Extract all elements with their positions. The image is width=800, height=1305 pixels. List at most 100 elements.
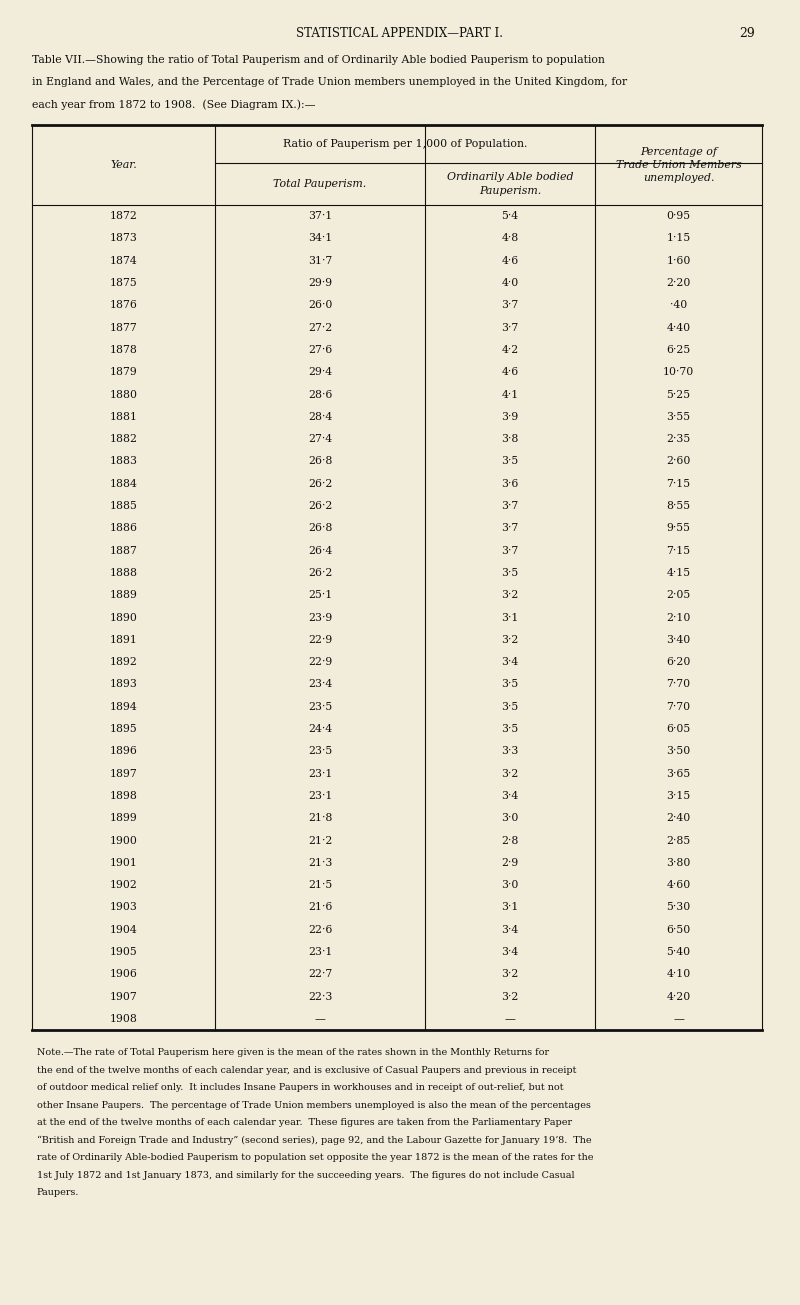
Text: 1899: 1899 <box>110 813 138 823</box>
Text: 1901: 1901 <box>110 857 138 868</box>
Text: 1873: 1873 <box>110 234 138 244</box>
Text: 29·9: 29·9 <box>308 278 332 288</box>
Text: 26·2: 26·2 <box>308 479 332 489</box>
Text: each year from 1872 to 1908.  (See Diagram IX.):—: each year from 1872 to 1908. (See Diagra… <box>32 99 315 110</box>
Text: 1889: 1889 <box>110 590 138 600</box>
Text: 3·15: 3·15 <box>666 791 690 801</box>
Text: 3·3: 3·3 <box>502 746 518 757</box>
Text: 31·7: 31·7 <box>308 256 332 266</box>
Text: 7·15: 7·15 <box>666 479 690 489</box>
Text: 1880: 1880 <box>110 390 138 399</box>
Text: 1883: 1883 <box>110 457 138 466</box>
Text: Table VII.—Showing the ratio of Total Pauperism and of Ordinarily Able bodied Pa: Table VII.—Showing the ratio of Total Pa… <box>32 55 605 65</box>
Text: 1886: 1886 <box>110 523 138 534</box>
Text: 3·50: 3·50 <box>666 746 690 757</box>
Text: 2·60: 2·60 <box>666 457 690 466</box>
Text: Total Pauperism.: Total Pauperism. <box>274 179 366 189</box>
Text: 3·7: 3·7 <box>502 523 518 534</box>
Text: rate of Ordinarily Able-bodied Pauperism to population set opposite the year 187: rate of Ordinarily Able-bodied Pauperism… <box>37 1154 594 1161</box>
Text: 22·9: 22·9 <box>308 658 332 667</box>
Text: 1893: 1893 <box>110 680 138 689</box>
Text: 22·6: 22·6 <box>308 925 332 934</box>
Text: 5·40: 5·40 <box>666 947 690 957</box>
Text: 1904: 1904 <box>110 925 138 934</box>
Text: 1908: 1908 <box>110 1014 138 1024</box>
Text: 3·9: 3·9 <box>502 412 518 422</box>
Text: Note.—The rate of Total Pauperism here given is the mean of the rates shown in t: Note.—The rate of Total Pauperism here g… <box>37 1048 549 1057</box>
Text: 23·5: 23·5 <box>308 746 332 757</box>
Text: 4·10: 4·10 <box>666 970 690 979</box>
Text: 21·5: 21·5 <box>308 880 332 890</box>
Text: 3·4: 3·4 <box>502 658 518 667</box>
Text: 1882: 1882 <box>110 435 138 444</box>
Text: 3·5: 3·5 <box>502 457 518 466</box>
Text: 26·8: 26·8 <box>308 457 332 466</box>
Text: 21·3: 21·3 <box>308 857 332 868</box>
Text: Paupers.: Paupers. <box>37 1188 79 1197</box>
Text: 1890: 1890 <box>110 612 138 622</box>
Text: 21·6: 21·6 <box>308 903 332 912</box>
Text: 1·60: 1·60 <box>666 256 690 266</box>
Text: 26·0: 26·0 <box>308 300 332 311</box>
Text: 1875: 1875 <box>110 278 138 288</box>
Text: ·40: ·40 <box>670 300 687 311</box>
Text: 29·4: 29·4 <box>308 367 332 377</box>
Text: Year.: Year. <box>110 161 137 170</box>
Text: 26·2: 26·2 <box>308 568 332 578</box>
Text: STATISTICAL APPENDIX—PART I.: STATISTICAL APPENDIX—PART I. <box>297 27 503 40</box>
Text: 1906: 1906 <box>110 970 138 979</box>
Text: 3·7: 3·7 <box>502 501 518 512</box>
Text: 3·2: 3·2 <box>502 970 518 979</box>
Text: 23·4: 23·4 <box>308 680 332 689</box>
Text: 3·5: 3·5 <box>502 680 518 689</box>
Text: 1884: 1884 <box>110 479 138 489</box>
Text: 3·2: 3·2 <box>502 992 518 1002</box>
Text: other Insane Paupers.  The percentage of Trade Union members unemployed is also : other Insane Paupers. The percentage of … <box>37 1100 591 1109</box>
Text: 21·8: 21·8 <box>308 813 332 823</box>
Text: 3·5: 3·5 <box>502 724 518 733</box>
Text: 8·55: 8·55 <box>666 501 690 512</box>
Text: 22·3: 22·3 <box>308 992 332 1002</box>
Text: 3·1: 3·1 <box>502 612 518 622</box>
Text: 24·4: 24·4 <box>308 724 332 733</box>
Text: —: — <box>673 1014 684 1024</box>
Text: 3·40: 3·40 <box>666 634 690 645</box>
Text: 4·1: 4·1 <box>502 390 518 399</box>
Text: 1898: 1898 <box>110 791 138 801</box>
Text: 5·30: 5·30 <box>666 903 690 912</box>
Text: 3·2: 3·2 <box>502 769 518 779</box>
Text: 23·5: 23·5 <box>308 702 332 711</box>
Text: 28·6: 28·6 <box>308 390 332 399</box>
Text: 0·95: 0·95 <box>666 211 690 221</box>
Text: 29: 29 <box>739 27 755 40</box>
Text: 1903: 1903 <box>110 903 138 912</box>
Text: 3·7: 3·7 <box>502 322 518 333</box>
Text: 21·2: 21·2 <box>308 835 332 846</box>
Text: 22·7: 22·7 <box>308 970 332 979</box>
Text: 1872: 1872 <box>110 211 138 221</box>
Text: 1892: 1892 <box>110 658 138 667</box>
Text: 3·5: 3·5 <box>502 702 518 711</box>
Text: 1902: 1902 <box>110 880 138 890</box>
Text: 25·1: 25·1 <box>308 590 332 600</box>
Text: 1891: 1891 <box>110 634 138 645</box>
Text: 3·7: 3·7 <box>502 300 518 311</box>
Text: 27·2: 27·2 <box>308 322 332 333</box>
Text: 34·1: 34·1 <box>308 234 332 244</box>
Text: Ordinarily Able bodied
Pauperism.: Ordinarily Able bodied Pauperism. <box>446 172 574 196</box>
Text: 3·80: 3·80 <box>666 857 690 868</box>
Text: 2·35: 2·35 <box>666 435 690 444</box>
Text: 3·4: 3·4 <box>502 947 518 957</box>
Text: 26·8: 26·8 <box>308 523 332 534</box>
Text: 2·10: 2·10 <box>666 612 690 622</box>
Text: 1897: 1897 <box>110 769 138 779</box>
Text: 23·1: 23·1 <box>308 769 332 779</box>
Text: 1894: 1894 <box>110 702 138 711</box>
Text: 2·8: 2·8 <box>502 835 518 846</box>
Text: 23·1: 23·1 <box>308 791 332 801</box>
Text: 27·4: 27·4 <box>308 435 332 444</box>
Text: 3·7: 3·7 <box>502 545 518 556</box>
Text: 2·05: 2·05 <box>666 590 690 600</box>
Text: 10·70: 10·70 <box>663 367 694 377</box>
Text: Percentage of
Trade Union Members
unemployed.: Percentage of Trade Union Members unempl… <box>616 146 742 183</box>
